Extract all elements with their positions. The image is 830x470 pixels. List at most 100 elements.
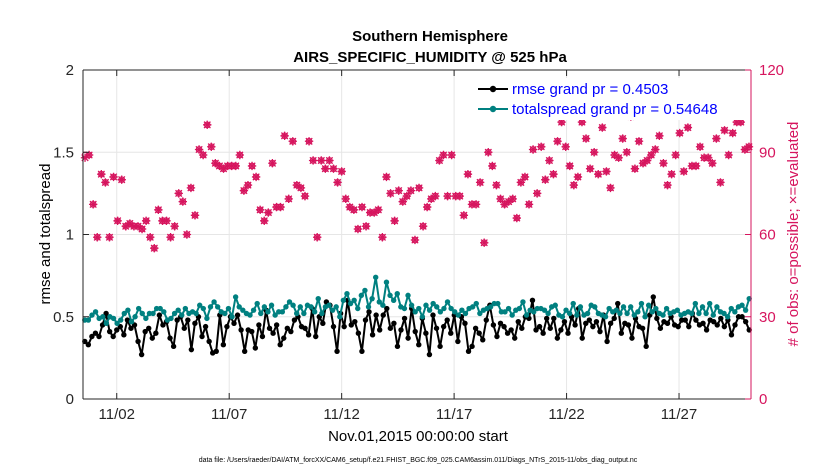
rmse-point [416,342,422,348]
rmse-point [426,351,433,358]
obs-evaluated-point [378,233,387,242]
rmse-point [728,332,735,338]
obs-evaluated-point [459,211,469,220]
totalspread-point [254,300,260,307]
rmse-point [142,328,148,335]
rmse-point [114,327,120,333]
rmse-point [384,305,390,312]
rmse-point [405,335,411,341]
totalspread-point [286,299,293,305]
rmse-point [373,312,379,318]
obs-evaluated-point [97,169,106,179]
totalspread-point [653,305,659,312]
totalspread-point [631,312,637,318]
totalspread-point [624,310,630,317]
rmse-point [110,333,116,340]
y-tick-label-left: 1.5 [53,144,74,161]
rmse-point [504,330,511,336]
x-tick-label: 11/27 [661,406,697,423]
x-tick-label: 11/22 [548,406,584,423]
rmse-point [494,333,500,340]
totalspread-point [696,310,702,317]
totalspread-point [620,304,627,310]
obs-evaluated-point [667,169,676,179]
rmse-point [273,322,280,328]
rmse-point [444,317,450,323]
rmse-point [369,332,376,338]
rmse-point [714,322,720,328]
obs-evaluated-point [166,233,175,242]
rmse-point [469,343,475,350]
totalspread-point [660,312,666,318]
totalspread-point [742,307,749,313]
totalspread-point [258,310,264,317]
rmse-point [440,323,447,330]
rmse-point [305,332,312,338]
obs-evaluated-point [704,153,713,162]
totalspread-point [638,300,645,307]
obs-evaluated-point [736,117,746,127]
totalspread-point [437,309,444,315]
totalspread-point [358,292,365,299]
x-tick-label: 11/12 [323,406,359,423]
totalspread-point [559,314,566,320]
obs-evaluated-point [691,161,701,171]
chart-subtitle: AIRS_SPECIFIC_HUMIDITY @ 525 hPa [293,49,567,66]
obs-evaluated-point [219,164,228,173]
totalspread-point [293,310,300,317]
totalspread-point [297,304,303,310]
obs-evaluated-point [215,161,224,171]
totalspread-point [236,304,242,310]
obs-evaluated-point [655,131,664,140]
obs-evaluated-point [276,202,285,212]
obs-evaluated-point [516,178,526,187]
totalspread-point [110,315,117,322]
rmse-point [281,335,287,341]
obs-evaluated-point [585,164,595,173]
rmse-point [146,325,152,331]
totalspread-point [197,302,203,308]
rmse-point [241,348,248,354]
obs-evaluated-point [162,216,171,225]
rmse-point [480,337,486,343]
obs-evaluated-point [133,222,143,231]
obs-evaluated-point [638,159,648,168]
obs-evaluated-point [80,153,90,162]
totalspread-point [606,305,612,312]
obs-evaluated-point [337,167,346,176]
rmse-point [256,322,262,328]
obs-evaluated-point [325,156,334,165]
totalspread-point [139,310,145,317]
rmse-point [188,346,195,353]
rmse-point [536,323,543,330]
obs-evaluated-point [610,150,619,160]
rmse-point [380,312,386,318]
rmse-point [121,332,127,338]
series-layer [82,274,752,358]
obs-evaluated-point [113,216,122,225]
totalspread-point [211,299,217,305]
totalspread-point [92,309,99,315]
totalspread-point [387,292,393,299]
y-tick-label-right: 90 [759,144,776,161]
rmse-point [213,348,219,354]
totalspread-point [157,305,163,312]
obs-evaluated-point [260,216,269,225]
obs-evaluated-point [105,233,114,242]
rmse-point [238,327,244,333]
obs-evaluated-point [744,142,754,151]
totalspread-point [721,310,727,317]
rmse-point [472,325,479,331]
totalspread-point [337,314,343,320]
rmse-point [433,325,440,331]
totalspread-point [495,300,501,307]
obs-evaluated-point [728,128,737,138]
obs-evaluated-point [321,164,330,173]
totalspread-point [128,318,135,325]
totalspread-point [689,310,695,317]
legend-spread-marker [489,105,497,113]
obs-evaluated-point [573,172,583,182]
totalspread-point [229,314,235,320]
totalspread-point [502,309,508,315]
